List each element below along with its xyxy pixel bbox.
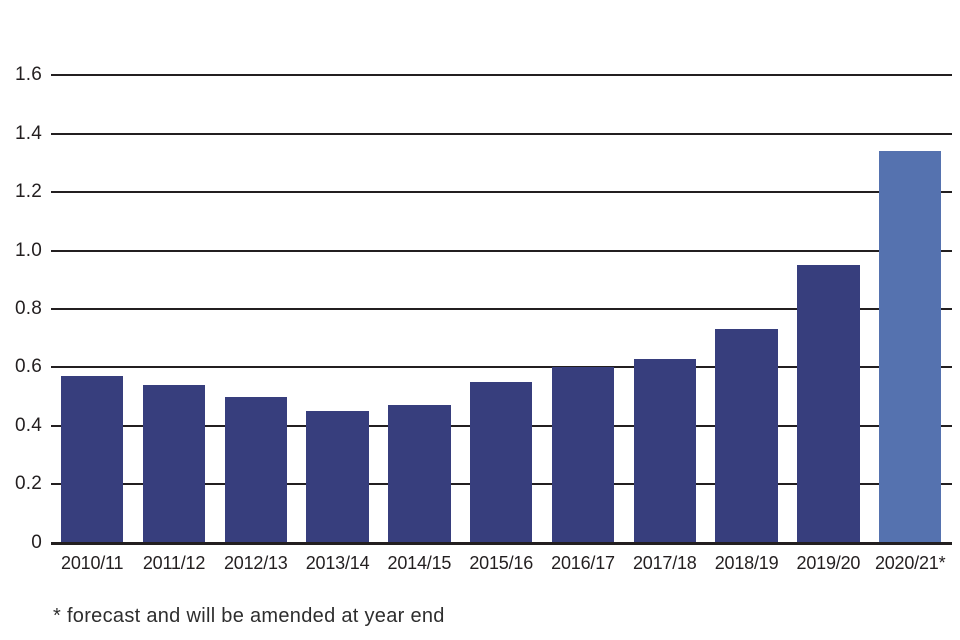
gridline — [51, 249, 952, 252]
bar-2017-18 — [633, 358, 696, 543]
gridline — [51, 307, 952, 310]
x-axis-tick-label: 2013/14 — [305, 553, 370, 573]
y-axis-tick-label: 0.4 — [14, 414, 42, 436]
y-axis-tick-label: 1.4 — [14, 122, 42, 144]
x-axis-tick-label: 2017/18 — [632, 553, 697, 573]
y-axis-tick-label: 1.6 — [14, 64, 42, 86]
gridline — [51, 366, 952, 369]
plot-area: 0 0.2 0.4 0.6 0.8 1.0 1.2 1.4 1.6 2010/11 2011/12 2… — [14, 64, 952, 573]
bar-2011-12 — [142, 384, 206, 543]
bar-2013-14 — [306, 411, 369, 543]
x-axis-tick-label: 2011/12 — [142, 553, 206, 573]
gridline — [51, 191, 952, 194]
bar-2019-20 — [797, 265, 860, 543]
bar-2010-11 — [61, 376, 124, 543]
y-axis-tick-label: 0.6 — [14, 356, 42, 378]
bar-2012-13 — [224, 396, 287, 543]
gridline — [51, 132, 952, 135]
x-axis-tick-label: 2012/13 — [223, 553, 288, 573]
gridline — [51, 74, 952, 77]
y-axis-tick-label: 0.8 — [14, 297, 42, 319]
y-axis-tick-label: 0.2 — [14, 473, 42, 495]
x-axis-tick-label: 2020/21* — [874, 553, 946, 573]
bar-2020-21 — [879, 151, 942, 543]
bar-2014-15 — [388, 405, 451, 543]
x-axis-tick-label: 2015/16 — [469, 553, 534, 573]
x-axis-line — [51, 541, 952, 545]
x-axis-tick-label: 2010/11 — [61, 553, 124, 573]
x-axis-tick-label: 2016/17 — [551, 553, 615, 573]
x-axis-tick-label: 2018/19 — [714, 553, 779, 573]
bar-2015-16 — [470, 381, 533, 543]
x-axis-tick-label: 2014/15 — [387, 553, 452, 573]
y-axis-tick-label: 1.2 — [14, 181, 42, 203]
y-axis-tick-label: 0 — [31, 531, 42, 553]
bar-2016-17 — [551, 367, 615, 543]
footnote: * forecast and will be amended at year e… — [53, 605, 445, 627]
x-axis-tick-label: 2019/20 — [796, 553, 861, 573]
bar-2018-19 — [715, 329, 778, 543]
y-axis-tick-label: 1.0 — [14, 239, 42, 261]
